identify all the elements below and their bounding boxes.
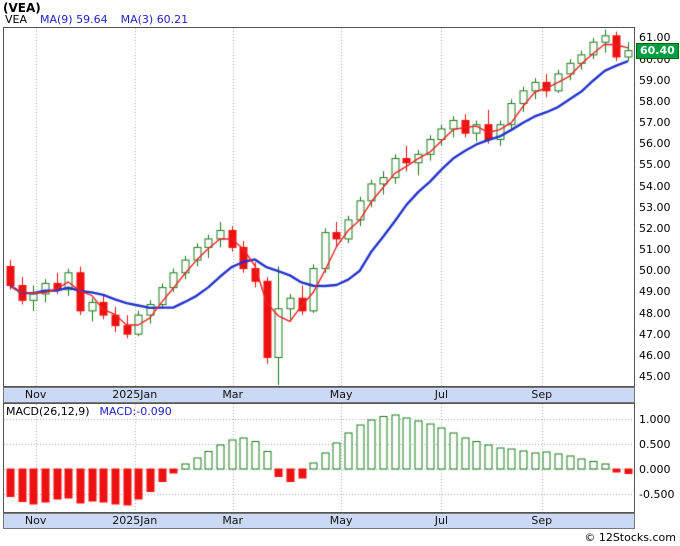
price-axis-label: 51.00 — [639, 243, 671, 257]
macd-axis-label: 0.500 — [639, 437, 671, 451]
price-axis-label: 57.00 — [639, 116, 671, 130]
macd-axis-label: 0.000 — [639, 462, 671, 476]
price-axis-label: 59.00 — [639, 73, 671, 87]
macd-legend: MACD(26,12,9) MACD:-0.090 — [6, 405, 182, 418]
macd-legend-label: MACD(26,12,9) — [6, 405, 90, 418]
price-legend: VEA MA(9) 59.64 MA(3) 60.21 — [5, 13, 201, 26]
month-axis-label: May — [329, 514, 353, 527]
month-axis-label: Nov — [24, 388, 47, 401]
price-axis-label: 55.00 — [639, 158, 671, 172]
macd-panel — [3, 403, 635, 513]
price-axis-label: 58.00 — [639, 94, 671, 108]
month-axis-label: Nov — [24, 514, 47, 527]
price-axis-label: 47.00 — [639, 327, 671, 341]
watermark: © 12Stocks.com — [584, 531, 676, 544]
price-axis-label: 52.00 — [639, 221, 671, 235]
month-axis-label: Jul — [434, 514, 449, 527]
price-chart-canvas — [4, 28, 634, 386]
month-axis-label: Jul — [434, 388, 449, 401]
price-axis-label: 46.00 — [639, 348, 671, 362]
month-axis-label: Mar — [222, 388, 244, 401]
page-title: (VEA) — [3, 1, 41, 15]
current-price-badge: 60.40 — [636, 42, 679, 59]
price-axis-label: 61.00 — [639, 31, 671, 45]
month-axis-label: 2025Jan — [112, 388, 158, 401]
price-axis-label: 56.00 — [639, 137, 671, 151]
legend-symbol: VEA — [5, 13, 27, 26]
price-panel — [3, 27, 635, 387]
month-axis-label: Sep — [531, 388, 553, 401]
price-axis-label: 54.00 — [639, 179, 671, 193]
macd-axis-label: -0.500 — [639, 487, 675, 501]
price-axis-label: 53.00 — [639, 200, 671, 214]
macd-axis-label: 1.000 — [639, 412, 671, 426]
month-axis-label: 2025Jan — [112, 514, 158, 527]
month-axis-label: Sep — [531, 514, 553, 527]
date-axis-strip-top: Nov 2025Jan Mar May Jul Sep — [3, 387, 635, 403]
price-axis-label: 45.00 — [639, 369, 671, 383]
price-axis-label: 49.00 — [639, 285, 671, 299]
legend-ma9: MA(9) 59.64 — [40, 13, 108, 26]
month-axis-label: May — [329, 388, 353, 401]
date-axis-strip-bottom: Nov 2025Jan Mar May Jul Sep — [3, 513, 635, 529]
price-axis-label: 48.00 — [639, 306, 671, 320]
month-axis-label: Mar — [222, 514, 244, 527]
macd-chart-canvas — [4, 404, 634, 512]
price-axis-label: 50.00 — [639, 264, 671, 278]
legend-ma3: MA(3) 60.21 — [120, 13, 189, 26]
macd-legend-value: MACD:-0.090 — [99, 405, 172, 418]
